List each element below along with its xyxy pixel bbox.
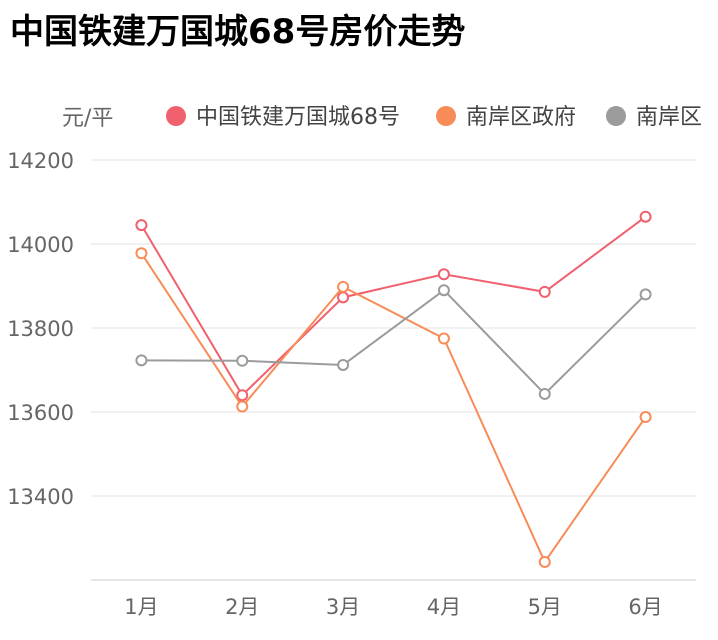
data-point[interactable] (337, 280, 350, 293)
legend-label: 南岸区 (636, 105, 702, 130)
series-line (141, 288, 647, 396)
legend: 中国铁建万国城68号 南岸区政府 南岸区 (166, 105, 702, 130)
data-point[interactable] (236, 400, 249, 413)
data-point[interactable] (639, 210, 652, 223)
legend-marker (606, 106, 626, 126)
series-line (140, 215, 647, 397)
x-tick-label: 6月 (628, 595, 662, 619)
y-tick-label: 13400 (7, 485, 74, 509)
series-0 (135, 210, 652, 402)
chart-title: 中国铁建万国城68号房价走势 (10, 12, 466, 52)
data-point[interactable] (538, 555, 551, 568)
data-point[interactable] (135, 247, 148, 260)
x-tick-label: 4月 (427, 595, 461, 619)
legend-label: 中国铁建万国城68号 (196, 105, 400, 130)
legend-marker (166, 106, 186, 126)
series-1 (135, 247, 652, 568)
series-line (140, 252, 647, 564)
legend-marker (436, 106, 456, 126)
legend-item[interactable]: 中国铁建万国城68号 (166, 105, 400, 130)
plot-area (135, 210, 652, 568)
data-point[interactable] (236, 389, 249, 402)
y-axis-unit-label: 元/平 (62, 106, 113, 131)
data-point[interactable] (236, 354, 249, 367)
x-tick-label: 3月 (326, 595, 360, 619)
data-point[interactable] (337, 358, 350, 371)
x-tick-label: 1月 (124, 595, 158, 619)
data-point[interactable] (538, 285, 551, 298)
legend-item[interactable]: 南岸区 (606, 105, 702, 130)
series-2 (135, 284, 652, 400)
data-point[interactable] (639, 411, 652, 424)
y-tick-label: 14000 (7, 233, 74, 257)
data-point[interactable] (437, 284, 450, 297)
data-point[interactable] (538, 387, 551, 400)
y-tick-label: 14200 (7, 149, 74, 173)
data-point[interactable] (639, 288, 652, 301)
data-point[interactable] (337, 291, 350, 304)
data-point[interactable] (135, 354, 148, 367)
y-axis: 14200 14000 13800 13600 13400 (7, 149, 74, 509)
x-tick-label: 5月 (528, 595, 562, 619)
data-point[interactable] (437, 268, 450, 281)
data-point[interactable] (135, 219, 148, 232)
legend-label: 南岸区政府 (466, 105, 576, 130)
y-tick-label: 13600 (7, 401, 74, 425)
x-axis: 1月 2月 3月 4月 5月 6月 (91, 579, 696, 619)
legend-item[interactable]: 南岸区政府 (436, 105, 576, 130)
x-tick-label: 2月 (225, 595, 259, 619)
y-tick-label: 13800 (7, 317, 74, 341)
data-point[interactable] (437, 332, 450, 345)
